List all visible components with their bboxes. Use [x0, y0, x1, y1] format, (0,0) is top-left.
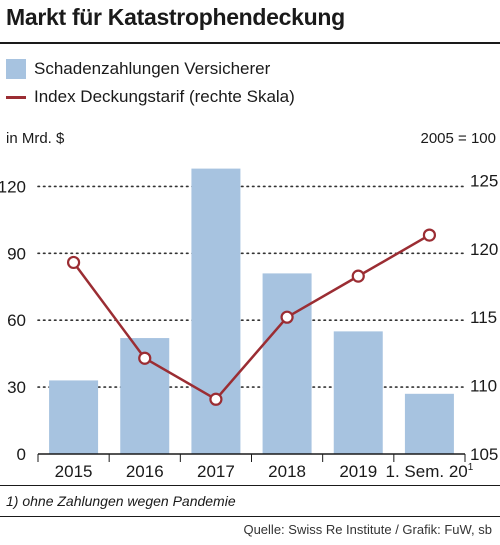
- legend-item-bars: Schadenzahlungen Versicherer: [6, 57, 270, 81]
- legend-swatch-line: [6, 95, 26, 99]
- y-right-tick-label: 115: [470, 308, 497, 327]
- y-left-tick-label: 120: [0, 177, 26, 196]
- x-tick-label: 2016: [126, 462, 164, 481]
- y-right-tick-label: 110: [470, 377, 497, 396]
- bar: [191, 168, 241, 454]
- x-tick-label: 2017: [197, 462, 235, 481]
- y-left-tick-label: 60: [7, 311, 26, 330]
- y-left-tick-label: 0: [17, 445, 26, 464]
- y-right-tick-label: 120: [470, 240, 498, 259]
- y-right-tick-label: 105: [470, 445, 498, 464]
- footnote: 1) ohne Zahlungen wegen Pandemie: [6, 493, 236, 509]
- y-left-tick-label: 30: [7, 378, 26, 397]
- line-point: [422, 228, 437, 242]
- legend-label-line: Index Deckungstarif (rechte Skala): [34, 87, 295, 106]
- x-tick-label: 2019: [339, 462, 377, 481]
- index-line: [72, 234, 431, 401]
- chart-plot: 0 30 60 90 120 105 110 115 120 125 2015 2016 2017 201…: [0, 168, 498, 481]
- bar: [49, 380, 99, 454]
- line-point: [351, 269, 365, 283]
- legend-item-line: Index Deckungstarif (rechte Skala): [6, 85, 295, 109]
- line-point: [209, 392, 223, 406]
- title-rule: [0, 42, 500, 44]
- right-axis-unit: 2005 = 100: [420, 130, 497, 147]
- line-point: [280, 310, 294, 324]
- line-point: [138, 351, 152, 365]
- source-rule: [0, 516, 500, 517]
- bar: [404, 393, 454, 454]
- footnote-rule: [0, 485, 500, 486]
- x-tick-label: 2015: [55, 462, 93, 481]
- left-axis-unit: in Mrd. $: [6, 130, 65, 147]
- x-tick-label: 2018: [268, 462, 306, 481]
- y-left-tick-label: 90: [7, 244, 26, 263]
- chart-title: Markt für Katastrophendeckung: [6, 4, 345, 30]
- line-point: [66, 255, 81, 270]
- bar: [333, 331, 383, 454]
- x-tick-label: 1. Sem. 201: [386, 462, 474, 481]
- legend-swatch-bar: [6, 59, 26, 79]
- bar: [262, 273, 312, 454]
- y-right-tick-label: 125: [470, 171, 498, 190]
- source-credit: Quelle: Swiss Re Institute / Grafik: FuW…: [243, 522, 492, 537]
- legend-label-bars: Schadenzahlungen Versicherer: [34, 59, 271, 78]
